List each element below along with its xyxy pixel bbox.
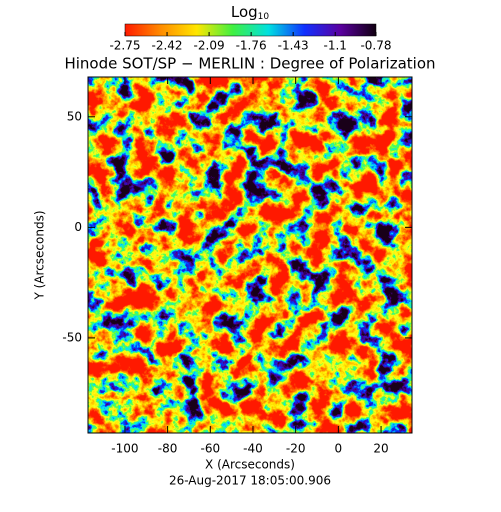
colorbar-tick-label: -2.42 (152, 39, 183, 53)
plot-frame (87, 76, 413, 434)
x-tick-label: -60 (200, 442, 220, 456)
colorbar-label: Log10 (231, 3, 270, 22)
colorbar-tick-label: -1.43 (278, 39, 309, 53)
y-axis-label: Y (Arcseconds) (33, 210, 47, 300)
colorbar-tick-label: -2.09 (194, 39, 225, 53)
y-tick-label: 0 (74, 220, 82, 234)
x-tick-label: -40 (243, 442, 263, 456)
footer: 26-Aug-2017 18:05:00.906 (169, 474, 331, 488)
y-tick-label: 50 (67, 109, 82, 123)
y-tick-label: -50 (62, 330, 82, 344)
colorbar (124, 23, 377, 37)
colorbar-tick-label: -1.76 (236, 39, 267, 53)
x-tick-label: -100 (111, 442, 138, 456)
colorbar-tick-label: -0.78 (360, 39, 391, 53)
x-axis-label: X (Arcseconds) (205, 458, 295, 472)
colorbar-tick-label: -1.1 (324, 39, 347, 53)
colorbar-tick-label: -2.75 (109, 39, 140, 53)
x-tick-label: 0 (335, 442, 343, 456)
x-tick-label: -20 (286, 442, 306, 456)
chart-title: Hinode SOT/SP − MERLIN : Degree of Polar… (64, 55, 435, 73)
x-tick-label: 20 (373, 442, 388, 456)
heatmap-image (88, 77, 412, 433)
x-tick-label: -80 (158, 442, 178, 456)
